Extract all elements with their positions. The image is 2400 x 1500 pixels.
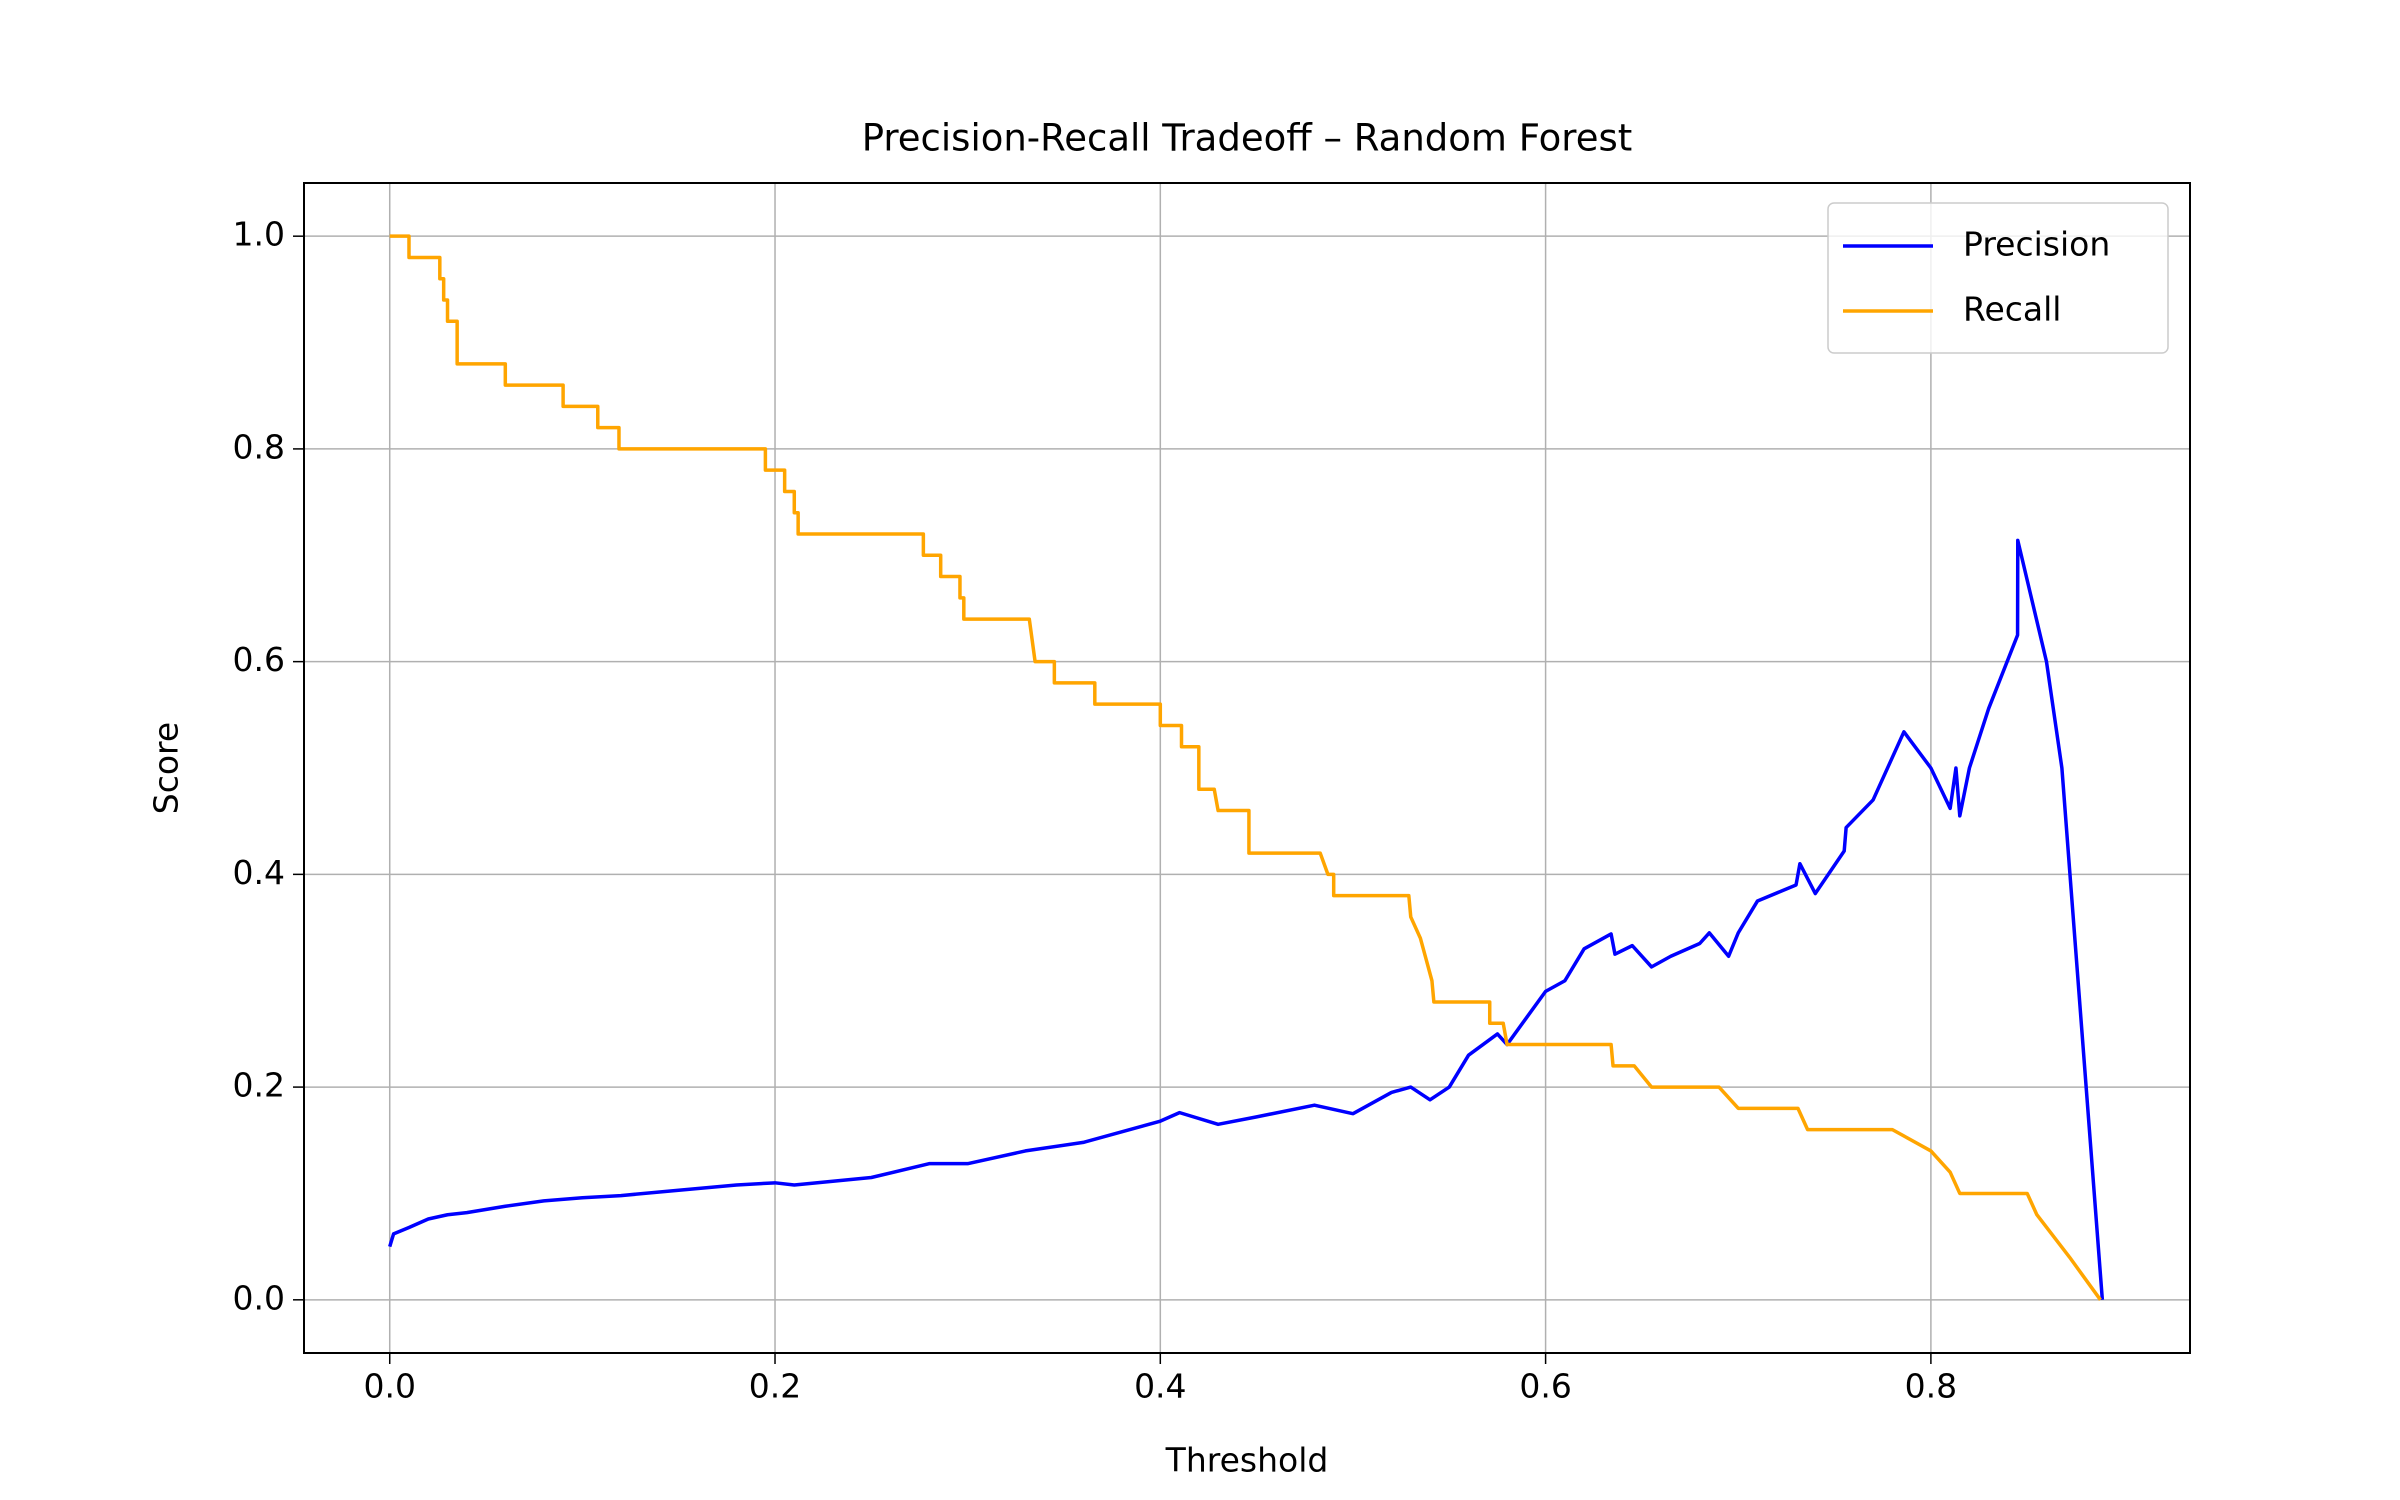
- x-tick-label: 0.0: [363, 1367, 415, 1406]
- legend-label: Recall: [1963, 290, 2061, 329]
- x-tick-label: 0.2: [749, 1367, 801, 1406]
- x-tick-label: 0.8: [1905, 1367, 1957, 1406]
- plot-frame: [303, 182, 2191, 1354]
- y-tick-label: 1.0: [233, 215, 285, 254]
- y-axis-label: Score: [147, 722, 186, 814]
- chart-title: Precision-Recall Tradeoff – Random Fores…: [862, 117, 1633, 160]
- legend: Precision Recall: [1827, 202, 2169, 354]
- legend-box: [1827, 202, 2169, 354]
- line-series: [389, 234, 2102, 1301]
- y-tick-label: 0.2: [233, 1066, 285, 1105]
- y-tick-label: 0.4: [233, 853, 285, 892]
- legend-label: Precision: [1963, 225, 2110, 264]
- line-series: [388, 538, 2105, 1300]
- x-axis-label: Threshold: [1165, 1441, 1329, 1480]
- x-tick-label: 0.6: [1519, 1367, 1571, 1406]
- x-tick-label: 0.4: [1134, 1367, 1186, 1406]
- y-tick-label: 0.0: [233, 1278, 285, 1317]
- y-tick-label: 0.6: [233, 640, 285, 679]
- y-tick-label: 0.8: [233, 427, 285, 466]
